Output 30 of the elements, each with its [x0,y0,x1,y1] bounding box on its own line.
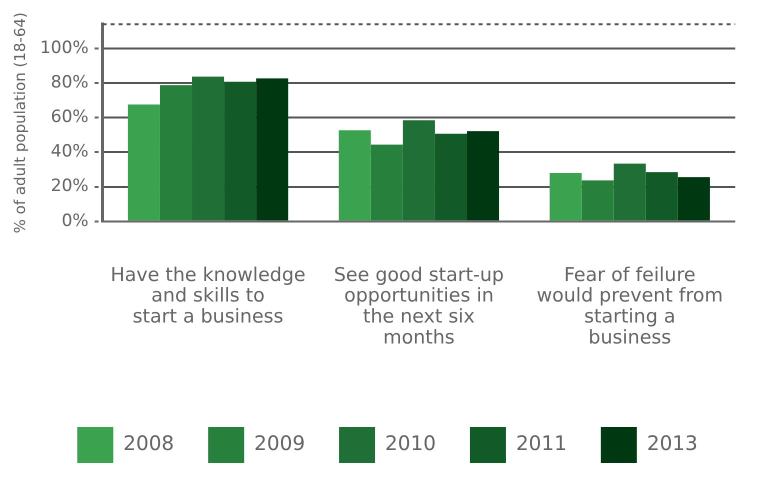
bar [160,85,192,220]
bar [370,144,403,220]
bar [256,78,288,220]
y-tick-label: 60% [50,107,89,128]
x-tick-label: Have the knowledge and skills to start a business [110,264,306,328]
y-tick-label: 20% [50,176,89,196]
bar [678,177,710,220]
bar [646,172,678,220]
legend-label: 2011 [516,431,567,456]
x-tick-label: See good start-up opportunities in the next six months [334,264,504,348]
legend-label: 2013 [646,431,698,456]
y-tick-label: 40% [50,142,89,162]
bar [192,76,224,220]
y-tick-label: 0% [62,210,89,231]
y-tick-label: 100% [40,38,89,58]
bar [224,82,256,220]
legend-label: 2008 [123,431,174,456]
bar [128,104,160,220]
legend-label: 2009 [254,431,306,456]
y-axis-title: % of adult population (18-64) [10,12,29,234]
bar [614,164,646,220]
bar [338,130,371,220]
bar [434,134,467,220]
x-tick-label: Fear of feilure would prevent from starting a business [536,264,724,348]
legend-label: 2010 [385,431,436,456]
y-tick-label: 80% [50,72,89,92]
bar [467,131,500,220]
bar [582,180,614,220]
bar [402,120,435,220]
bar [550,172,582,220]
